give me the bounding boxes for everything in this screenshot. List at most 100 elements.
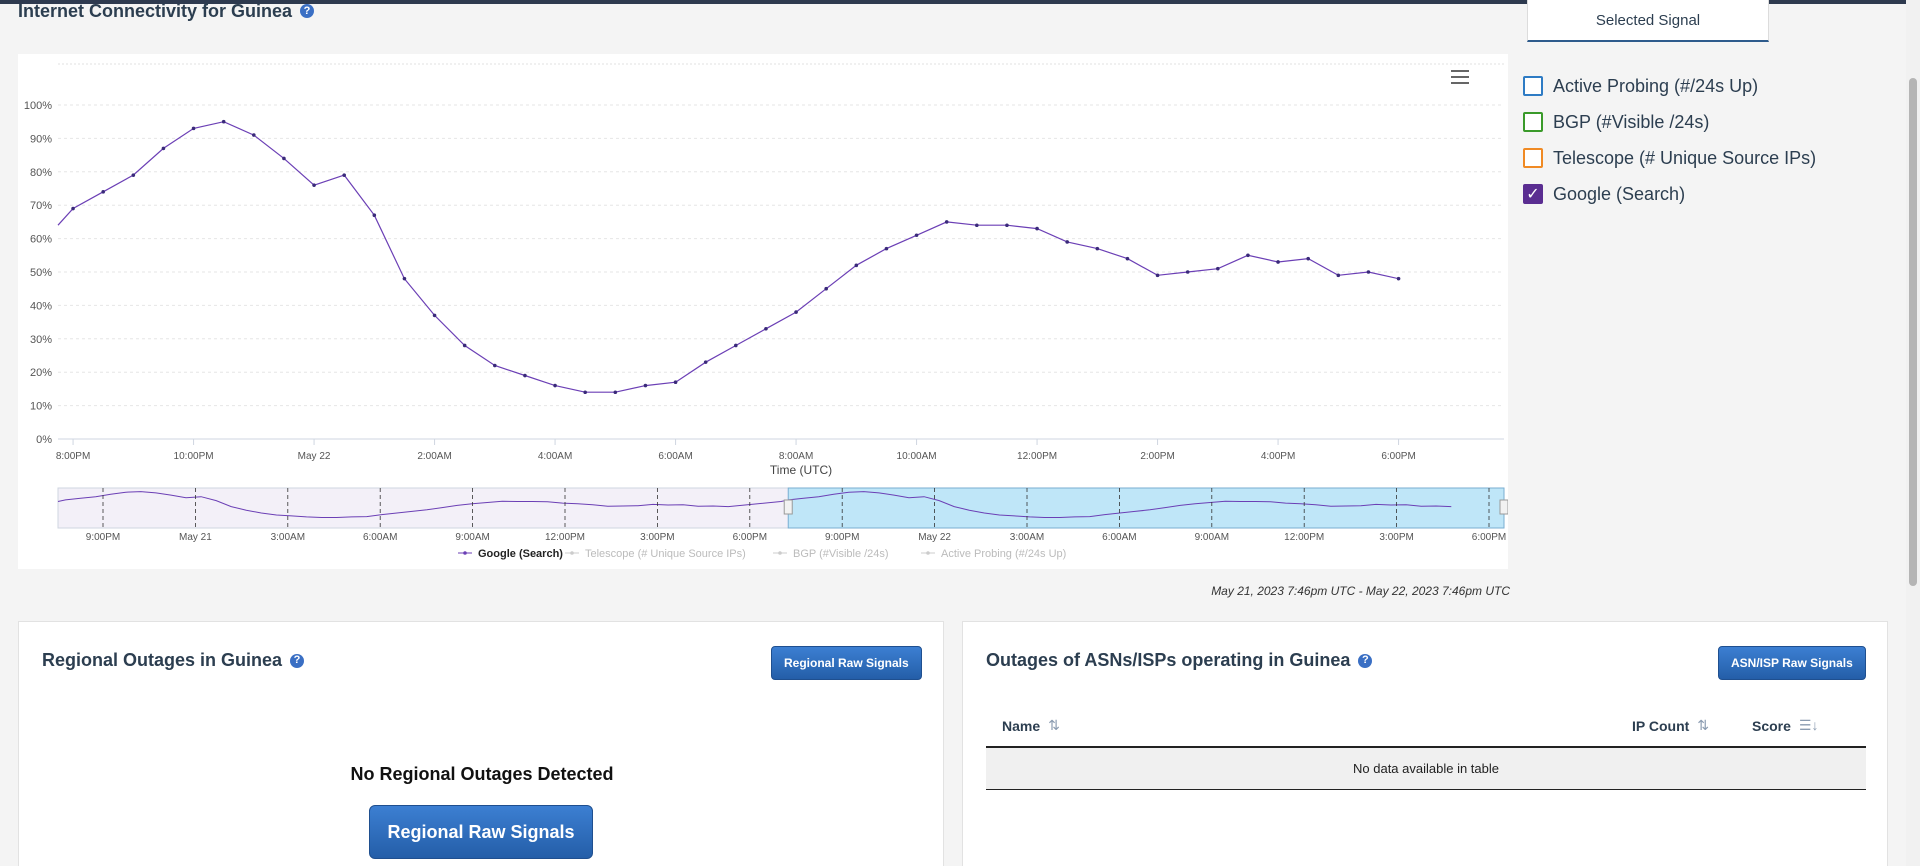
x-tick-label: 6:00PM	[1381, 451, 1415, 462]
data-point	[824, 286, 828, 291]
series-line	[57, 121, 1399, 393]
y-tick-label: 70%	[30, 200, 52, 212]
x-tick-label: 10:00AM	[897, 451, 937, 462]
data-point	[673, 380, 678, 385]
navigator-tick-label: 9:00PM	[86, 532, 120, 543]
navigator-tick-label: May 22	[918, 532, 951, 543]
regional-raw-signals-button[interactable]: Regional Raw Signals	[771, 646, 922, 680]
navigator-tick-label: 6:00PM	[733, 532, 767, 543]
y-tick-label: 10%	[30, 401, 52, 413]
page-scrollbar[interactable]	[1906, 0, 1920, 866]
data-point	[1246, 253, 1250, 258]
navigator-tick-label: 3:00AM	[1010, 532, 1044, 543]
selected-signal-tab[interactable]: Selected Signal	[1527, 0, 1769, 42]
navigator-selection	[787, 487, 1505, 529]
data-point	[914, 233, 919, 238]
top-bar	[0, 0, 1920, 4]
data-point	[462, 343, 467, 348]
page-title-text: Internet Connectivity for Guinea	[18, 1, 293, 21]
data-point	[1366, 270, 1371, 274]
x-tick-label: 2:00AM	[417, 451, 451, 462]
regional-raw-signals-big-button[interactable]: Regional Raw Signals	[369, 805, 593, 859]
navigator-tick-label: 6:00AM	[363, 532, 397, 543]
navigator-tick-label: May 21	[179, 532, 212, 543]
data-point	[1095, 246, 1100, 251]
legend-dot	[570, 551, 574, 555]
navigator-tick-label: 9:00AM	[1195, 532, 1229, 543]
column-ip-count[interactable]: IP Count ⇅	[1632, 717, 1709, 734]
data-point	[312, 183, 316, 187]
legend-label: Google (Search)	[478, 548, 563, 560]
data-point	[734, 343, 738, 348]
sort-desc-icon: ☰↓	[1798, 717, 1819, 733]
no-regional-outages-message: No Regional Outages Detected	[350, 764, 614, 784]
checkbox-icon[interactable]	[1523, 76, 1543, 96]
y-tick-label: 50%	[30, 267, 52, 279]
data-point	[131, 173, 136, 177]
data-point	[1306, 256, 1310, 261]
x-tick-label: 2:00PM	[1140, 451, 1174, 462]
help-icon[interactable]: ?	[1358, 653, 1373, 668]
data-point	[1336, 273, 1341, 278]
checkbox-icon[interactable]	[1523, 112, 1543, 132]
data-point	[1276, 260, 1280, 264]
data-point	[794, 310, 798, 314]
x-axis-title: Time (UTC)	[770, 463, 832, 477]
navigator-tick-label: 3:00AM	[271, 532, 305, 543]
asn-raw-signals-button[interactable]: ASN/ISP Raw Signals	[1718, 646, 1866, 680]
data-point	[282, 156, 286, 161]
asn-outages-panel: Outages of ASNs/ISPs operating in Guinea…	[962, 621, 1888, 866]
data-point	[1125, 256, 1130, 261]
data-point	[1005, 223, 1009, 228]
y-tick-label: 20%	[30, 367, 52, 379]
checkbox-icon[interactable]	[1523, 148, 1543, 168]
signal-item-telescope[interactable]: Telescope (# Unique Source IPs)	[1523, 140, 1816, 176]
help-icon[interactable]: ?	[290, 653, 305, 668]
x-tick-label: 4:00PM	[1261, 451, 1295, 462]
table-header: Name ⇅ IP Count ⇅ Score ☰↓	[986, 702, 1866, 748]
chart-menu-icon[interactable]	[1451, 70, 1469, 86]
navigator-handle	[1499, 499, 1508, 515]
legend-dot	[778, 551, 782, 555]
x-tick-label: May 22	[298, 451, 331, 462]
y-tick-label: 0%	[36, 434, 52, 446]
page-title: Internet Connectivity for Guinea ?	[18, 0, 315, 22]
navigator-tick-label: 3:00PM	[640, 532, 674, 543]
y-tick-label: 40%	[30, 300, 52, 312]
regional-outages-panel: Regional Outages in Guinea ? Regional Ra…	[18, 621, 944, 866]
y-tick-label: 100%	[24, 100, 52, 112]
checkbox-icon[interactable]: ✓	[1523, 184, 1543, 204]
column-score-label: Score	[1752, 717, 1791, 734]
y-tick-label: 60%	[30, 234, 52, 246]
signal-item-google[interactable]: ✓ Google (Search)	[1523, 176, 1816, 212]
data-point	[342, 173, 346, 177]
signal-list: Active Probing (#/24s Up) BGP (#Visible …	[1523, 68, 1816, 212]
scrollbar-thumb[interactable]	[1909, 78, 1917, 586]
navigator-tick-label: 9:00PM	[825, 532, 859, 543]
data-point	[884, 246, 889, 251]
asn-table: Name ⇅ IP Count ⇅ Score ☰↓ No data avail…	[986, 702, 1866, 790]
help-icon[interactable]: ?	[300, 4, 315, 18]
y-tick-label: 80%	[30, 167, 52, 179]
signal-label: Google (Search)	[1553, 183, 1686, 204]
signal-item-bgp[interactable]: BGP (#Visible /24s)	[1523, 104, 1816, 140]
column-score[interactable]: Score ☰↓	[1752, 717, 1818, 734]
data-point	[764, 326, 768, 331]
data-point	[553, 383, 557, 388]
navigator-handle	[783, 499, 793, 515]
column-name-label: Name	[1002, 717, 1041, 734]
date-range: May 21, 2023 7:46pm UTC - May 22, 2023 7…	[1211, 584, 1510, 598]
data-point	[1185, 270, 1190, 274]
x-tick-label: 6:00AM	[658, 451, 692, 462]
y-tick-label: 90%	[30, 133, 52, 145]
data-point	[252, 133, 256, 137]
sort-icon: ⇅	[1697, 717, 1710, 733]
data-point	[583, 390, 587, 395]
data-point	[1035, 226, 1039, 231]
navigator-tick-label: 6:00PM	[1472, 532, 1506, 543]
data-point	[944, 220, 949, 224]
x-tick-label: 4:00AM	[538, 451, 572, 462]
data-point	[643, 383, 648, 388]
signal-item-active-probing[interactable]: Active Probing (#/24s Up)	[1523, 68, 1816, 104]
column-name[interactable]: Name ⇅	[1002, 717, 1060, 734]
